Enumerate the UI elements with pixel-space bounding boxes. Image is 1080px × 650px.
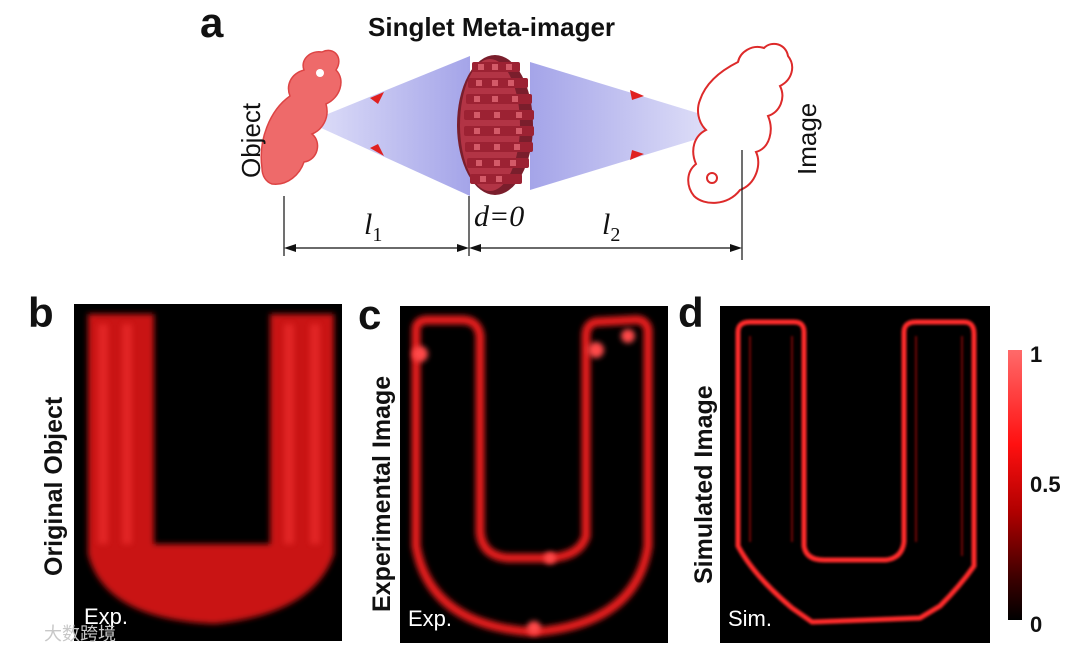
experimental-image: Exp. xyxy=(400,306,668,643)
panel-d-side-label: Simulated Image xyxy=(690,385,718,584)
panel-a-letter: a xyxy=(200,0,224,46)
panel-b-side-label: Original Object xyxy=(40,396,68,576)
original-object-image: Exp. xyxy=(74,304,342,641)
meta-imager-schematic xyxy=(260,42,794,260)
image-silhouette xyxy=(687,42,794,204)
colorbar-max: 1 xyxy=(1030,342,1043,367)
l1-sub: 1 xyxy=(372,224,383,246)
panel-a-title: Singlet Meta-imager xyxy=(368,12,616,42)
watermark-text: 大数跨境 xyxy=(44,624,116,645)
l2-label: l2 xyxy=(602,208,620,247)
colorbar xyxy=(1008,350,1022,620)
panel-c-tag: Exp. xyxy=(408,606,453,631)
experimental-u-outline xyxy=(411,315,653,637)
object-silhouette xyxy=(260,49,342,185)
metasurface-lens xyxy=(457,55,534,195)
right-light-cone xyxy=(530,62,740,190)
original-object-u xyxy=(88,314,334,624)
panel-b-tag: Exp. xyxy=(84,604,129,629)
colorbar-mid: 0.5 xyxy=(1030,472,1061,497)
ray-arrows xyxy=(370,90,644,160)
l2-sub: 2 xyxy=(610,224,621,246)
d-label: d=0 xyxy=(474,200,525,233)
image-label: Image xyxy=(792,102,822,175)
panel-d-letter: d xyxy=(678,289,704,336)
l1-label: l1 xyxy=(364,208,382,247)
panel-d-tag: Sim. xyxy=(728,606,772,631)
simulated-image: Sim. xyxy=(720,306,990,643)
l1-base: l xyxy=(364,208,373,241)
panel-c-letter: c xyxy=(358,291,382,338)
left-light-cone xyxy=(308,56,470,196)
dimension-lines xyxy=(283,150,743,260)
panel-b-letter: b xyxy=(28,289,54,336)
simulated-u-outline xyxy=(735,319,977,625)
object-label: Object xyxy=(236,102,266,178)
l2-base: l xyxy=(602,208,611,241)
colorbar-min: 0 xyxy=(1030,612,1043,637)
panel-c-side-label: Experimental Image xyxy=(368,375,396,612)
